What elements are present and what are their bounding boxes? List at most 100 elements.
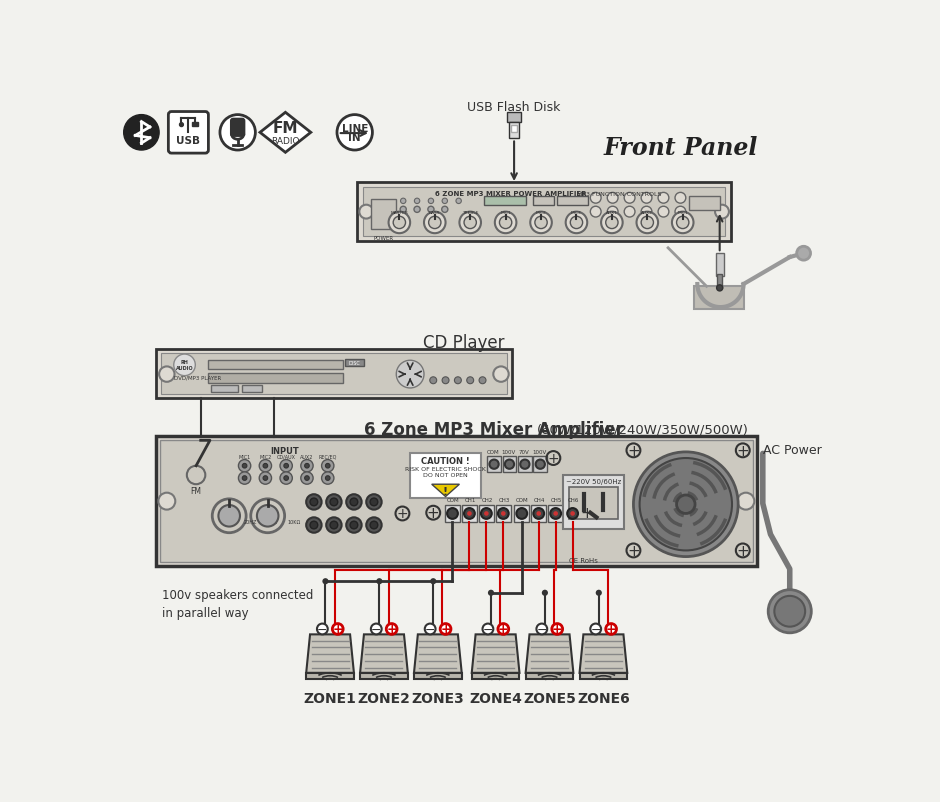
Bar bbox=[363, 188, 725, 237]
Circle shape bbox=[301, 472, 313, 484]
Bar bbox=[410, 454, 481, 499]
Circle shape bbox=[301, 460, 313, 472]
Bar bbox=[533, 457, 547, 472]
Bar bbox=[503, 457, 516, 472]
Text: +: + bbox=[605, 622, 617, 636]
Circle shape bbox=[566, 213, 588, 234]
Circle shape bbox=[537, 624, 547, 634]
Circle shape bbox=[536, 460, 545, 469]
Circle shape bbox=[567, 508, 578, 519]
Circle shape bbox=[494, 367, 509, 383]
Text: +: + bbox=[440, 622, 451, 636]
Circle shape bbox=[124, 115, 159, 151]
Circle shape bbox=[516, 508, 527, 519]
Text: −: − bbox=[590, 622, 601, 636]
Text: MIC1: MIC1 bbox=[500, 211, 511, 215]
Text: 70V: 70V bbox=[519, 450, 529, 455]
Bar bbox=[156, 437, 757, 566]
Bar bbox=[161, 354, 508, 395]
Text: USB: USB bbox=[177, 136, 200, 146]
Bar bbox=[212, 386, 239, 392]
Bar bbox=[569, 487, 618, 519]
Text: MIC1: MIC1 bbox=[678, 211, 688, 215]
Circle shape bbox=[737, 493, 754, 510]
Bar bbox=[563, 476, 624, 529]
Circle shape bbox=[346, 495, 362, 510]
Bar bbox=[484, 197, 526, 206]
Text: MIC2: MIC2 bbox=[259, 455, 272, 460]
Text: TREBLE: TREBLE bbox=[462, 211, 478, 215]
Text: CH5: CH5 bbox=[551, 497, 562, 503]
Circle shape bbox=[159, 367, 175, 383]
Text: 100V: 100V bbox=[532, 450, 547, 455]
Text: DISC: DISC bbox=[348, 361, 360, 366]
Circle shape bbox=[424, 213, 446, 234]
Circle shape bbox=[305, 464, 309, 468]
Text: MIC1: MIC1 bbox=[239, 455, 251, 460]
Text: COM: COM bbox=[487, 450, 500, 455]
Circle shape bbox=[481, 508, 492, 519]
Bar bbox=[445, 505, 461, 522]
Circle shape bbox=[607, 207, 618, 218]
Text: ~220V 50/60Hz: ~220V 50/60Hz bbox=[566, 479, 621, 484]
Circle shape bbox=[456, 199, 462, 205]
Bar bbox=[511, 125, 517, 133]
Text: DVD/MP3 PLAYER: DVD/MP3 PLAYER bbox=[174, 375, 221, 380]
Circle shape bbox=[454, 377, 462, 384]
Polygon shape bbox=[306, 634, 354, 673]
Circle shape bbox=[330, 499, 337, 506]
Text: CE RoHs: CE RoHs bbox=[569, 557, 598, 563]
FancyBboxPatch shape bbox=[230, 119, 245, 138]
Bar bbox=[371, 200, 396, 229]
Bar bbox=[531, 505, 546, 522]
Circle shape bbox=[552, 624, 563, 634]
Circle shape bbox=[442, 377, 449, 384]
Circle shape bbox=[284, 476, 289, 480]
Circle shape bbox=[605, 624, 617, 634]
Circle shape bbox=[605, 217, 618, 229]
Circle shape bbox=[677, 217, 689, 229]
Circle shape bbox=[359, 205, 373, 219]
Circle shape bbox=[442, 207, 447, 213]
Circle shape bbox=[641, 193, 652, 204]
Polygon shape bbox=[472, 634, 520, 673]
Bar bbox=[509, 123, 519, 140]
Bar bbox=[514, 505, 529, 522]
Circle shape bbox=[239, 460, 251, 472]
Circle shape bbox=[716, 286, 723, 292]
Text: +: + bbox=[386, 622, 397, 636]
Text: SUB: SUB bbox=[225, 519, 234, 524]
Circle shape bbox=[346, 517, 362, 533]
Circle shape bbox=[243, 476, 247, 480]
Circle shape bbox=[393, 217, 405, 229]
Bar bbox=[533, 197, 555, 206]
Circle shape bbox=[658, 193, 669, 204]
Circle shape bbox=[775, 596, 806, 627]
Text: POWER: POWER bbox=[373, 236, 393, 241]
Circle shape bbox=[259, 460, 272, 472]
Circle shape bbox=[596, 590, 602, 596]
Circle shape bbox=[325, 476, 330, 480]
Text: +: + bbox=[397, 507, 408, 520]
Text: +: + bbox=[552, 622, 562, 636]
Text: FM: FM bbox=[273, 121, 298, 136]
Circle shape bbox=[677, 496, 695, 514]
Bar bbox=[508, 113, 521, 123]
Text: ZONE4: ZONE4 bbox=[469, 691, 522, 706]
Bar bbox=[360, 673, 408, 679]
Text: −: − bbox=[317, 622, 328, 636]
Polygon shape bbox=[525, 634, 573, 673]
Text: Front Panel: Front Panel bbox=[603, 136, 758, 160]
Circle shape bbox=[306, 517, 321, 533]
Circle shape bbox=[239, 472, 251, 484]
Bar bbox=[580, 673, 627, 679]
Bar bbox=[478, 505, 494, 522]
Circle shape bbox=[498, 508, 509, 519]
Circle shape bbox=[251, 499, 285, 533]
Circle shape bbox=[220, 115, 256, 151]
Text: ZONE3: ZONE3 bbox=[412, 691, 464, 706]
Text: ZONE2: ZONE2 bbox=[357, 691, 411, 706]
Circle shape bbox=[554, 512, 558, 516]
Text: 10KΩ: 10KΩ bbox=[288, 519, 301, 524]
Circle shape bbox=[501, 512, 506, 516]
